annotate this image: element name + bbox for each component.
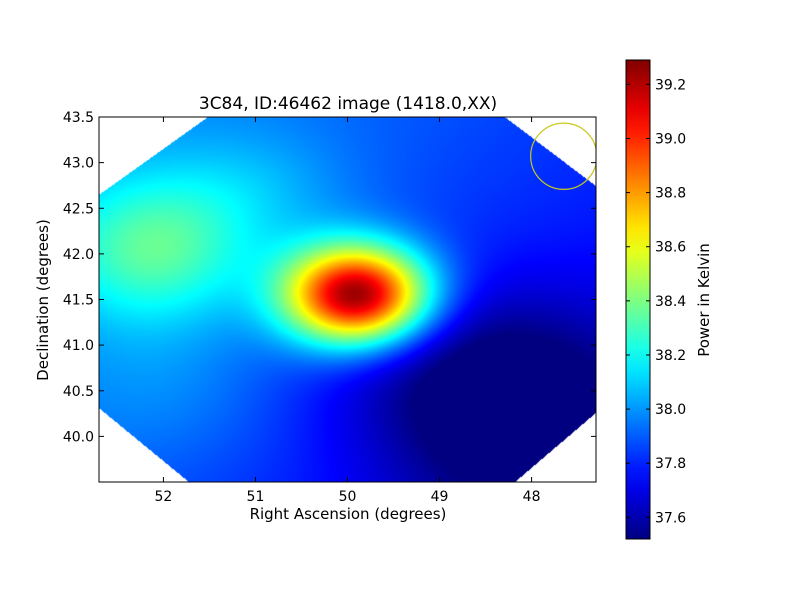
y-tick-label: 40.5 <box>63 384 94 400</box>
colorbar-gradient <box>625 59 651 540</box>
y-tick-label: 41.0 <box>63 338 94 354</box>
colorbar-label: Power in Kelvin <box>695 243 713 357</box>
colorbar-tick-label: 37.6 <box>655 510 686 526</box>
heatmap-area <box>99 117 596 482</box>
heatmap-image <box>99 117 596 482</box>
y-tick-label: 42.0 <box>63 247 94 263</box>
y-tick-label: 41.5 <box>63 293 94 309</box>
x-tick-label: 48 <box>523 489 541 505</box>
colorbar-ticks: 37.6 37.8 38.0 38.2 38.4 38.6 38.8 39.0 39.2 <box>626 77 686 526</box>
x-axis-label: Right Ascension (degrees) <box>250 505 447 523</box>
x-tick-label: 52 <box>155 489 173 505</box>
y-tick-label: 40.0 <box>63 429 94 445</box>
y-tick-label: 42.5 <box>63 201 94 217</box>
colorbar-tick-label: 38.0 <box>655 402 686 418</box>
colorbar: 37.6 37.8 38.0 38.2 38.4 38.6 38.8 39.0 39.2 Pow… <box>625 59 713 540</box>
colorbar-tick-label: 38.6 <box>655 240 686 256</box>
y-axis-ticks: 40.0 40.5 41.0 41.5 42.0 42.5 43.0 43.5 <box>63 110 596 445</box>
y-tick-label: 43.0 <box>63 156 94 172</box>
colorbar-tick-label: 38.8 <box>655 186 686 202</box>
colorbar-tick-label: 37.8 <box>655 456 686 472</box>
beam-marker-circle <box>530 122 596 190</box>
x-tick-label: 50 <box>339 489 357 505</box>
colorbar-tick-label: 39.0 <box>655 131 686 147</box>
x-tick-label: 51 <box>247 489 265 505</box>
x-axis-ticks: 52 51 50 49 48 <box>155 117 541 505</box>
y-tick-label: 43.5 <box>63 110 94 126</box>
chart-title: 3C84, ID:46462 image (1418.0,XX) <box>199 94 497 114</box>
colorbar-tick-label: 38.4 <box>655 294 686 310</box>
x-tick-label: 49 <box>431 489 449 505</box>
colorbar-tick-label: 39.2 <box>655 77 686 93</box>
y-axis-label: Declination (degrees) <box>34 219 52 381</box>
colorbar-tick-label: 38.2 <box>655 348 686 364</box>
